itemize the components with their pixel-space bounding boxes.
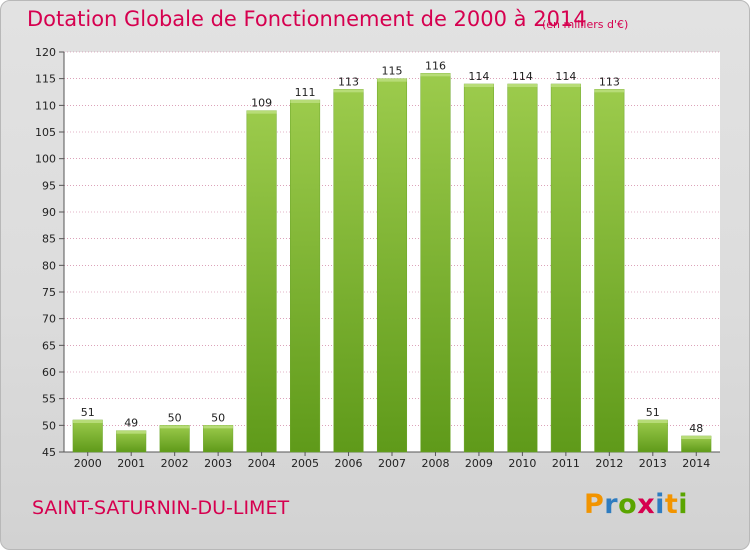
data-label: 114 [468, 70, 489, 83]
x-tick-label: 2000 [74, 457, 102, 470]
y-tick-label: 50 [42, 419, 56, 432]
chart-subtitle: (en milliers d'€) [542, 18, 629, 31]
y-tick-label: 75 [42, 286, 56, 299]
chart-title: Dotation Globale de Fonctionnement de 20… [27, 7, 587, 31]
x-tick-label: 2004 [248, 457, 276, 470]
bar-highlight [681, 436, 712, 439]
y-tick-label: 70 [42, 313, 56, 326]
y-tick-label: 110 [35, 99, 56, 112]
x-tick-label: 2014 [682, 457, 710, 470]
y-tick-label: 85 [42, 233, 56, 246]
y-tick-label: 105 [35, 126, 56, 139]
y-tick-label: 45 [42, 446, 56, 459]
bar [72, 419, 103, 453]
logo-letter: P [584, 489, 605, 520]
y-tick-label: 120 [35, 46, 56, 59]
y-tick-label: 55 [42, 393, 56, 406]
data-label: 50 [211, 411, 225, 424]
data-label: 116 [425, 59, 446, 72]
data-label: 109 [251, 97, 272, 110]
bar [376, 78, 408, 453]
data-label: 113 [599, 75, 620, 88]
bar [463, 83, 494, 453]
bar-highlight [507, 84, 538, 87]
commune-name: SAINT-SATURNIN-DU-LIMET [32, 497, 290, 519]
x-tick-label: 2003 [204, 457, 232, 470]
bar-highlight [464, 84, 494, 87]
bar [333, 89, 364, 453]
y-tick-label: 115 [35, 73, 56, 86]
bar-highlight [333, 89, 364, 93]
x-tick-label: 2008 [421, 457, 449, 470]
bar-highlight [551, 84, 581, 87]
data-label: 113 [338, 75, 359, 88]
bar [203, 425, 234, 453]
bar [116, 430, 147, 453]
y-tick-label: 65 [42, 339, 56, 352]
x-tick-label: 2009 [465, 457, 493, 470]
logo-letter: x [637, 489, 656, 520]
data-label: 114 [555, 70, 576, 83]
proxiti-logo: Proxiti [584, 489, 688, 520]
y-tick-label: 60 [42, 366, 56, 379]
bar-highlight [377, 78, 407, 82]
bar-highlight [594, 89, 625, 93]
y-tick-label: 80 [42, 259, 56, 272]
x-tick-label: 2012 [595, 457, 623, 470]
bar-highlight [159, 425, 190, 429]
x-tick-label: 2006 [335, 457, 363, 470]
logo-letter: i [678, 489, 689, 520]
data-label: 50 [168, 411, 182, 424]
bar-highlight [203, 425, 233, 429]
data-label: 51 [646, 406, 660, 419]
data-label: 49 [124, 417, 138, 430]
logo-letter: o [618, 489, 638, 520]
y-tick-label: 90 [42, 206, 56, 219]
logo-letter: i [655, 489, 665, 520]
bar-highlight [290, 100, 320, 103]
bar [420, 73, 451, 453]
x-tick-label: 2002 [161, 457, 189, 470]
data-label: 115 [382, 65, 403, 78]
bar-highlight [420, 73, 451, 77]
data-label: 51 [81, 406, 95, 419]
x-tick-label: 2013 [639, 457, 667, 470]
bar [550, 83, 581, 453]
bar-highlight [246, 110, 277, 114]
bar [507, 83, 538, 453]
bar-highlight [116, 430, 146, 434]
logo-letter: r [604, 489, 619, 520]
data-label: 111 [295, 86, 316, 99]
bar [290, 99, 321, 453]
y-tick-label: 95 [42, 179, 56, 192]
bar-highlight [72, 420, 103, 423]
bar-highlight [638, 420, 668, 423]
x-tick-label: 2001 [117, 457, 145, 470]
bar [246, 110, 277, 453]
x-tick-label: 2007 [378, 457, 406, 470]
x-tick-label: 2005 [291, 457, 319, 470]
logo-letter: t [664, 489, 679, 520]
x-tick-label: 2010 [508, 457, 536, 470]
data-label: 48 [689, 422, 703, 435]
data-label: 114 [512, 70, 533, 83]
y-tick-label: 100 [35, 153, 56, 166]
bar [637, 419, 668, 453]
x-tick-label: 2011 [552, 457, 580, 470]
bar [594, 89, 625, 453]
bar [159, 425, 190, 453]
